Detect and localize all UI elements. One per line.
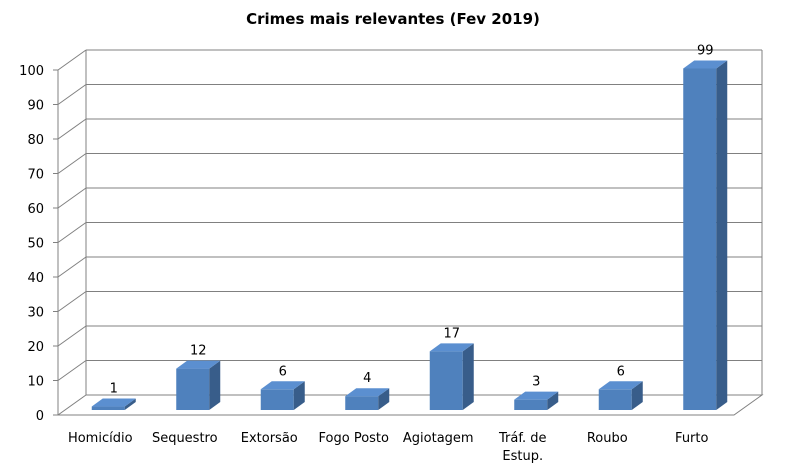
bar-side [378, 388, 390, 410]
data-label: 99 [697, 43, 714, 58]
bar [514, 391, 559, 410]
bar-side [716, 60, 728, 410]
data-label: 3 [532, 375, 540, 390]
bar-side [631, 381, 643, 410]
gridlines [57, 49, 762, 381]
data-label: 1 [110, 382, 118, 397]
bar-side [462, 343, 474, 410]
chart-floor [56, 394, 764, 416]
gridline-side [57, 291, 87, 312]
gridline-side [57, 187, 87, 209]
bar-front [683, 68, 717, 410]
category-label: Roubo [587, 431, 628, 446]
gridline-side [57, 49, 87, 71]
bar [345, 388, 390, 410]
y-tick-label: 40 [27, 271, 44, 286]
bar-side [293, 381, 305, 410]
bar-front [514, 399, 548, 410]
bar [683, 60, 728, 410]
bar-top [514, 391, 559, 400]
bar [260, 381, 305, 410]
bar-side [124, 398, 136, 410]
y-tick-label: 30 [27, 306, 44, 321]
bar-front [345, 396, 379, 410]
category-label: Homicídio [68, 431, 133, 446]
bar-top [598, 381, 643, 390]
bars [91, 60, 728, 410]
gridline-side [57, 360, 87, 381]
data-label: 6 [279, 364, 287, 379]
y-tick-label: 0 [36, 409, 44, 424]
gridline-side [57, 325, 87, 347]
bar-side [547, 391, 559, 410]
bar-top [91, 398, 136, 407]
bar-top [176, 360, 221, 369]
y-tick-label: 90 [27, 99, 44, 114]
bar-top [429, 343, 474, 352]
data-label: 4 [363, 371, 371, 386]
y-tick-label: 20 [27, 340, 44, 355]
y-tick-label: 80 [27, 133, 44, 148]
gridline-side [57, 256, 87, 278]
chart-title: Crimes mais relevantes (Fev 2019) [246, 10, 540, 28]
bar-front [429, 351, 463, 410]
bar-front [176, 368, 210, 410]
gridline-side [57, 153, 87, 174]
gridline-side [57, 222, 87, 243]
category-label: Tráf. de Estup. [498, 431, 547, 464]
bar-top [683, 60, 728, 69]
bar [429, 343, 474, 410]
y-tick-label: 100 [19, 64, 44, 79]
bar [598, 381, 643, 410]
data-labels: 1 12 6 4 17 3 6 99 [110, 43, 714, 396]
x-axis-categories: Homicídio Sequestro Extorsão Fogo Posto Agio… [68, 431, 709, 464]
bar-front [598, 389, 632, 410]
gridline-side [57, 84, 87, 105]
bar-side [209, 360, 221, 410]
bar-top [260, 381, 305, 390]
data-label: 17 [443, 326, 460, 341]
gridline-side [57, 118, 87, 140]
data-label: 12 [190, 344, 207, 359]
data-label: 6 [617, 364, 625, 379]
y-axis-ticks: 0 10 20 30 40 50 60 70 80 90 100 [19, 64, 58, 424]
y-tick-label: 60 [27, 202, 44, 217]
category-label: Sequestro [152, 431, 218, 446]
category-label: Extorsão [241, 431, 298, 446]
y-tick-label: 50 [27, 237, 44, 252]
bar-front [91, 406, 125, 410]
bar-top [345, 388, 390, 397]
y-tick-label: 70 [27, 168, 44, 183]
bar-front [260, 389, 294, 410]
bar [91, 398, 136, 410]
y-tick-label: 10 [27, 375, 44, 390]
bar [176, 360, 221, 410]
category-label: Fogo Posto [319, 431, 390, 446]
category-label: Furto [675, 431, 708, 446]
category-label: Agiotagem [403, 431, 474, 446]
